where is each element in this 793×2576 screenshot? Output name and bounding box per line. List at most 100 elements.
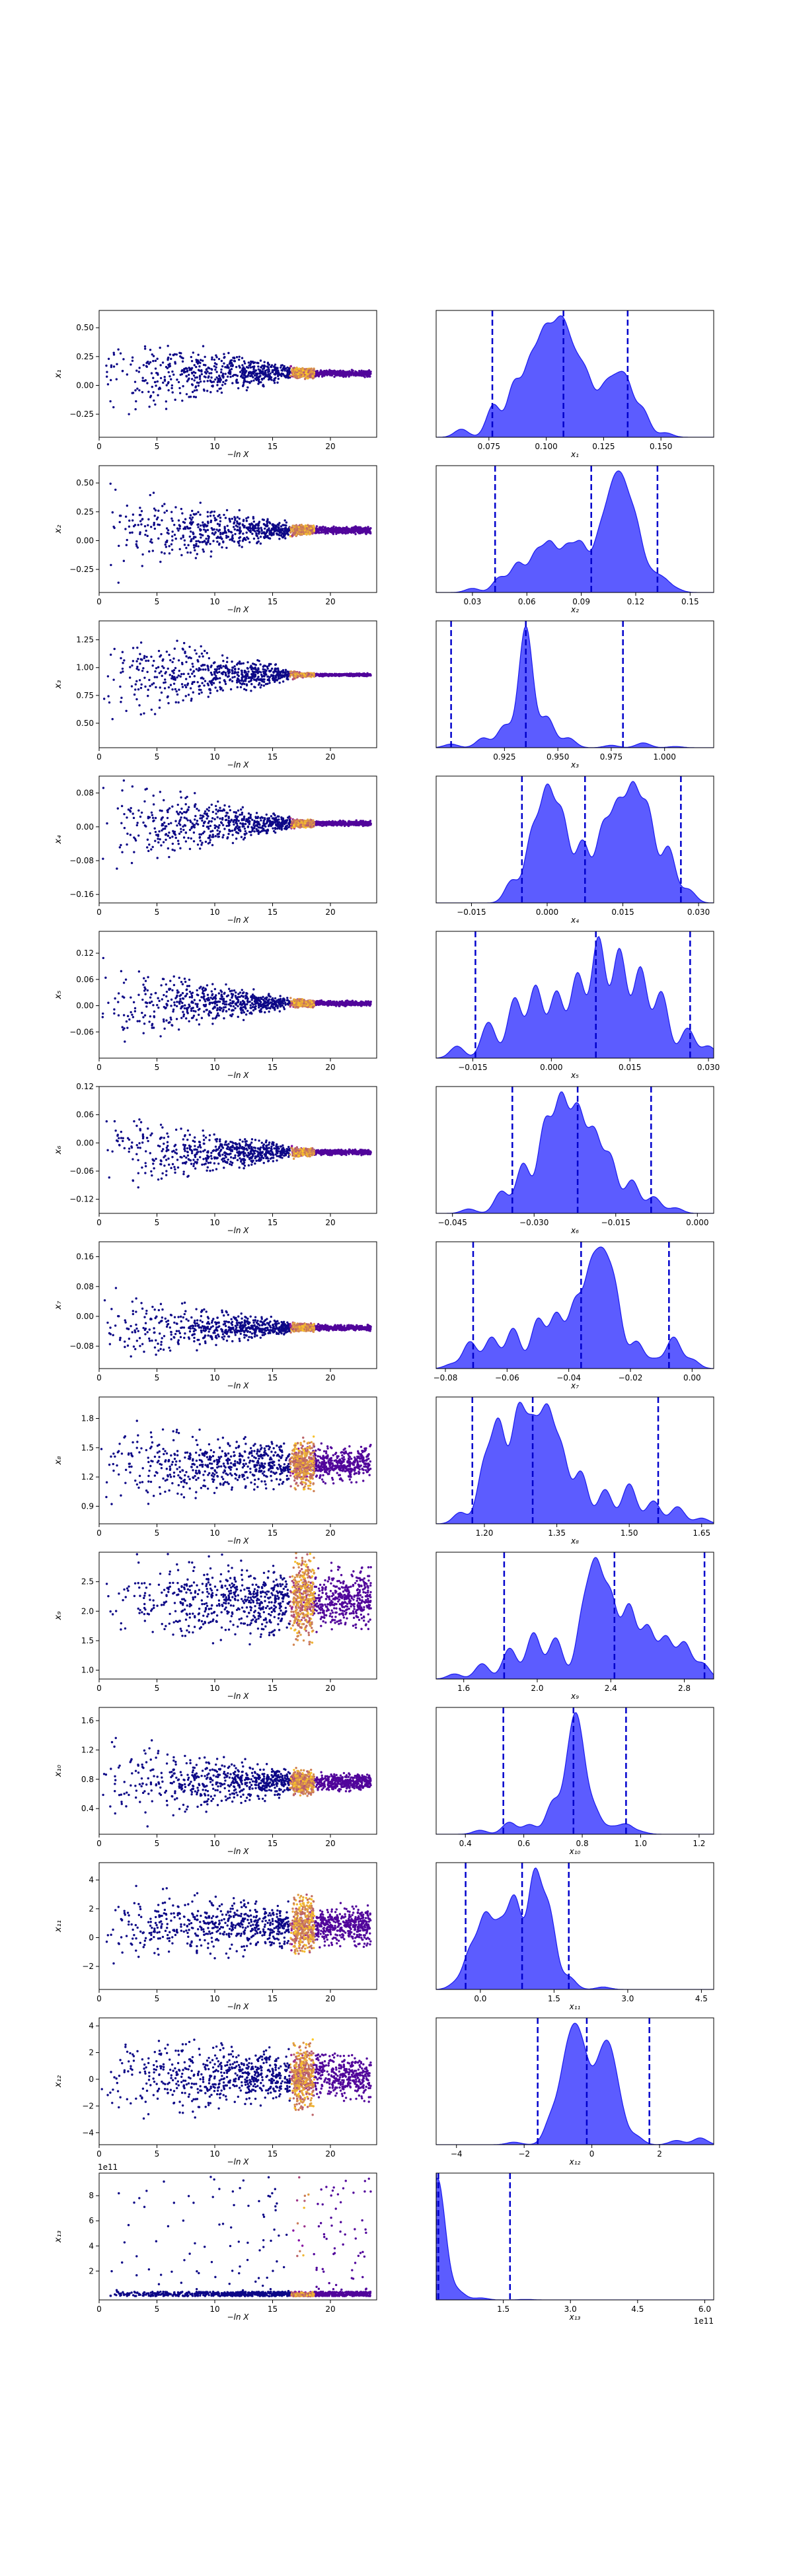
sample-point: [117, 581, 120, 584]
sample-point: [161, 809, 163, 812]
sample-point: [260, 671, 262, 674]
sample-point: [343, 673, 346, 676]
sample-point: [141, 553, 144, 556]
sample-point: [218, 375, 221, 378]
sample-point: [262, 684, 266, 687]
sample-point: [336, 673, 338, 676]
sample-point: [346, 672, 349, 675]
sample-point: [265, 669, 268, 672]
sample-point: [254, 663, 257, 666]
sample-point: [200, 688, 202, 692]
sample-point: [203, 649, 206, 653]
sample-point: [124, 515, 128, 518]
sample-point: [180, 537, 182, 540]
sample-point: [236, 520, 239, 523]
sample-point: [170, 548, 174, 551]
sample-point: [217, 832, 220, 836]
sample-point: [227, 675, 230, 678]
sample-point: [215, 371, 218, 373]
x-tick-label: 20: [325, 597, 335, 606]
sample-point: [110, 563, 112, 567]
sample-point: [123, 826, 126, 830]
sample-point: [209, 671, 213, 674]
sample-point: [359, 371, 361, 374]
sample-point: [274, 667, 277, 670]
sample-point: [159, 791, 162, 793]
sample-point: [256, 534, 259, 538]
sample-point: [155, 384, 157, 387]
sample-point: [178, 527, 181, 530]
sample-point: [176, 812, 180, 815]
sample-point: [237, 668, 240, 670]
sample-point: [246, 366, 250, 369]
sample-point: [138, 704, 141, 707]
sample-point: [289, 526, 292, 529]
sample-point: [274, 363, 277, 366]
sample-point: [269, 365, 272, 369]
sample-point: [303, 368, 306, 371]
sample-point: [216, 384, 219, 386]
sample-point: [237, 387, 240, 390]
sample-point: [177, 701, 180, 704]
sample-point: [200, 373, 204, 376]
sample-point: [354, 370, 357, 373]
sample-point: [204, 529, 207, 532]
sample-point: [328, 374, 332, 376]
sample-point: [170, 543, 173, 546]
sample-point: [243, 362, 246, 365]
sample-point: [262, 384, 264, 387]
sample-point: [284, 537, 287, 540]
sample-point: [285, 529, 288, 532]
sample-point: [355, 673, 358, 676]
sample-point: [170, 517, 173, 520]
sample-point: [247, 372, 250, 375]
sample-point: [172, 373, 175, 376]
sample-point: [122, 670, 124, 673]
sample-point: [249, 524, 252, 526]
sample-point: [235, 378, 238, 382]
sample-point: [188, 847, 192, 851]
sample-point: [249, 366, 252, 369]
sample-point: [234, 668, 237, 671]
sample-point: [227, 351, 230, 355]
sample-point: [194, 396, 198, 398]
sample-point: [238, 355, 241, 358]
sample-point: [236, 516, 239, 519]
sample-point: [153, 527, 157, 530]
sample-point: [171, 539, 174, 542]
sample-point: [278, 818, 280, 821]
sample-point: [110, 364, 113, 367]
sample-point: [186, 684, 189, 686]
sample-point: [177, 842, 180, 845]
sample-point: [318, 526, 321, 529]
sample-point: [163, 552, 166, 555]
sample-point: [214, 835, 217, 838]
sample-point: [198, 809, 200, 812]
sample-point: [114, 488, 117, 491]
sample-point: [166, 816, 169, 820]
sample-point: [338, 530, 342, 532]
sample-point: [180, 796, 182, 799]
sample-point: [137, 688, 140, 691]
sample-point: [209, 555, 212, 558]
sample-point: [165, 838, 167, 841]
sample-point: [194, 649, 196, 652]
y-axis-label: x₂: [54, 525, 63, 534]
sample-point: [167, 686, 170, 689]
sample-point: [235, 374, 237, 376]
sample-point: [267, 371, 270, 373]
sample-point: [315, 674, 318, 676]
sample-point: [322, 674, 325, 677]
sample-point: [137, 668, 140, 671]
sample-point: [253, 374, 256, 377]
sample-point: [174, 678, 176, 681]
sample-point: [211, 673, 213, 676]
sample-point: [120, 696, 123, 699]
sample-point: [289, 675, 291, 678]
sample-point: [220, 666, 223, 669]
sample-point: [366, 375, 369, 378]
sample-point: [142, 667, 145, 670]
sample-point: [269, 522, 272, 524]
sample-point: [283, 365, 285, 368]
sample-point: [120, 701, 122, 703]
